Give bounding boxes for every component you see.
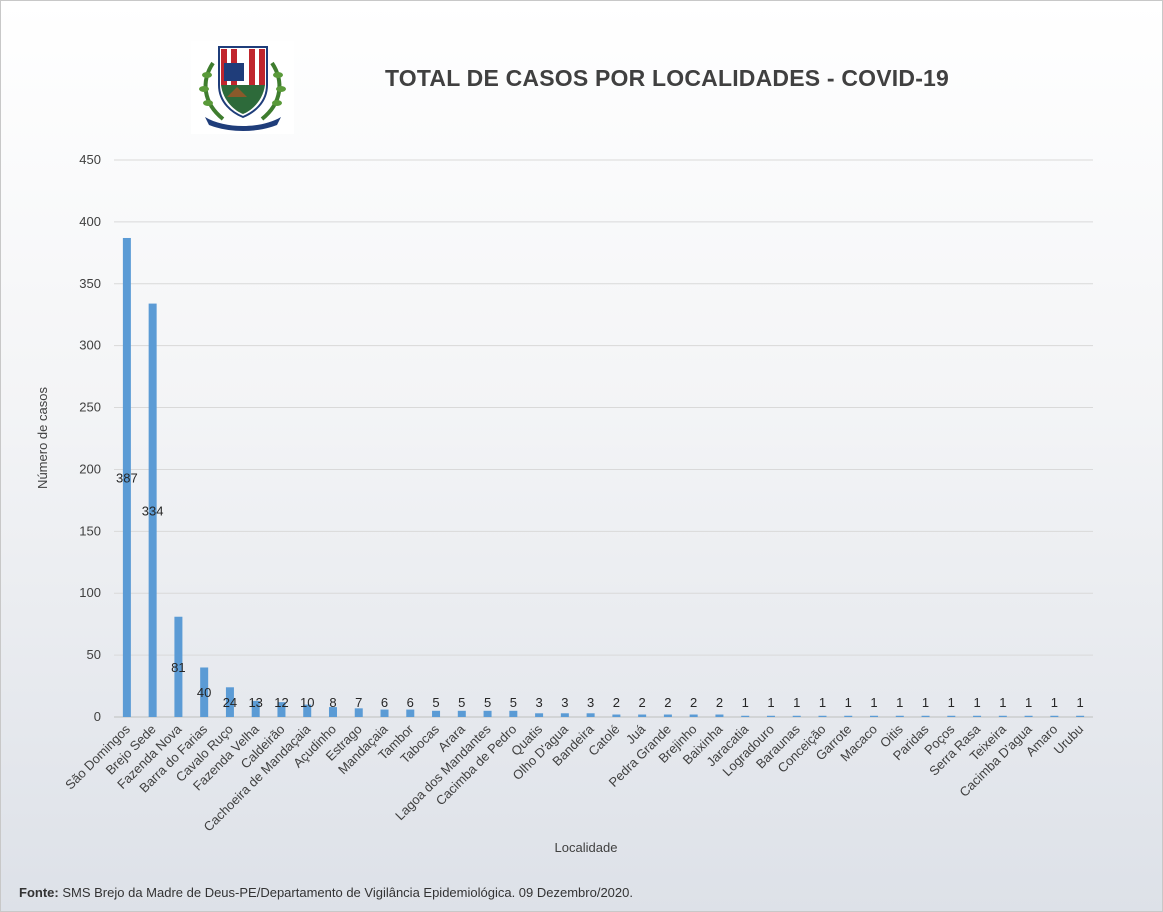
chart-title: TOTAL DE CASOS POR LOCALIDADES - COVID-1… — [384, 65, 950, 91]
data-label: 10 — [300, 695, 314, 710]
data-label: 1 — [742, 695, 749, 710]
bar — [638, 714, 647, 717]
bar — [200, 667, 209, 717]
bar — [792, 715, 801, 717]
data-label: 1 — [999, 695, 1006, 710]
y-tick-label: 450 — [79, 152, 101, 167]
data-label: 5 — [432, 695, 439, 710]
data-label: 6 — [381, 695, 388, 710]
data-label: 1 — [793, 695, 800, 710]
bar — [303, 704, 312, 717]
bar — [895, 715, 904, 717]
bar — [483, 710, 492, 717]
bar — [535, 713, 544, 717]
y-axis-title: Número de casos — [35, 387, 50, 489]
y-tick-label: 200 — [79, 461, 101, 476]
source-label: Fonte: — [19, 885, 59, 900]
bar — [1076, 715, 1085, 717]
data-label: 1 — [1077, 695, 1084, 710]
bar — [921, 715, 930, 717]
data-label: 1 — [819, 695, 826, 710]
data-label: 1 — [973, 695, 980, 710]
bar — [560, 713, 569, 717]
bar — [586, 713, 595, 717]
bar — [689, 714, 698, 717]
bar-chart: 0 50 100 150 200 250 300 350 400 450 Número de cas… — [35, 152, 1093, 855]
data-label: 40 — [197, 685, 211, 700]
data-label: 1 — [1051, 695, 1058, 710]
data-label: 8 — [329, 695, 336, 710]
bar — [174, 616, 183, 717]
bar — [509, 710, 518, 717]
data-label: 81 — [171, 660, 185, 675]
bar — [818, 715, 827, 717]
bar — [741, 715, 750, 717]
bar — [225, 687, 234, 717]
bar — [432, 710, 441, 717]
bar — [715, 714, 724, 717]
data-label: 1 — [948, 695, 955, 710]
bar — [1024, 715, 1033, 717]
y-tick-label: 150 — [79, 523, 101, 538]
bar — [998, 715, 1007, 717]
source-text: SMS Brejo da Madre de Deus-PE/Departamen… — [62, 885, 633, 900]
y-tick-label: 300 — [79, 338, 101, 353]
data-label: 2 — [716, 695, 723, 710]
bar — [1050, 715, 1059, 717]
y-tick-label: 100 — [79, 585, 101, 600]
bar — [328, 707, 337, 717]
data-label: 1 — [922, 695, 929, 710]
bar — [148, 303, 157, 717]
y-tick-label: 400 — [79, 214, 101, 229]
bar — [663, 714, 672, 717]
data-label: 2 — [664, 695, 671, 710]
data-label: 3 — [535, 695, 542, 710]
data-label: 12 — [274, 695, 288, 710]
bar — [947, 715, 956, 717]
bar — [251, 700, 260, 717]
data-label: 1 — [767, 695, 774, 710]
data-label: 1 — [1025, 695, 1032, 710]
data-label: 7 — [355, 695, 362, 710]
bar — [973, 715, 982, 717]
source-footer: Fonte: SMS Brejo da Madre de Deus-PE/Dep… — [19, 885, 633, 900]
data-label: 2 — [690, 695, 697, 710]
data-label: 24 — [223, 695, 237, 710]
bar — [380, 709, 389, 717]
data-label: 2 — [639, 695, 646, 710]
bar — [457, 710, 466, 717]
bar — [277, 702, 286, 717]
data-label: 387 — [116, 470, 138, 485]
data-label: 6 — [407, 695, 414, 710]
y-tick-label: 350 — [79, 276, 101, 291]
municipal-coat-of-arms-logo — [191, 41, 294, 134]
data-label: 1 — [845, 695, 852, 710]
data-label: 13 — [248, 695, 262, 710]
bar — [766, 715, 775, 717]
bar — [870, 715, 879, 717]
bar — [844, 715, 853, 717]
bar — [406, 709, 415, 717]
bar — [612, 714, 621, 717]
bar — [354, 708, 363, 717]
x-axis-title: Localidade — [555, 840, 618, 855]
data-label: 3 — [561, 695, 568, 710]
data-label: 1 — [896, 695, 903, 710]
data-label: 334 — [142, 503, 164, 518]
y-tick-label: 250 — [79, 400, 101, 415]
data-label: 1 — [870, 695, 877, 710]
data-label: 5 — [458, 695, 465, 710]
data-label: 5 — [510, 695, 517, 710]
data-label: 5 — [484, 695, 491, 710]
bar — [122, 237, 131, 718]
data-label: 3 — [587, 695, 594, 710]
data-label: 2 — [613, 695, 620, 710]
y-tick-label: 0 — [94, 709, 101, 724]
category-label: Urubu — [1051, 722, 1087, 758]
y-tick-label: 50 — [87, 647, 101, 662]
